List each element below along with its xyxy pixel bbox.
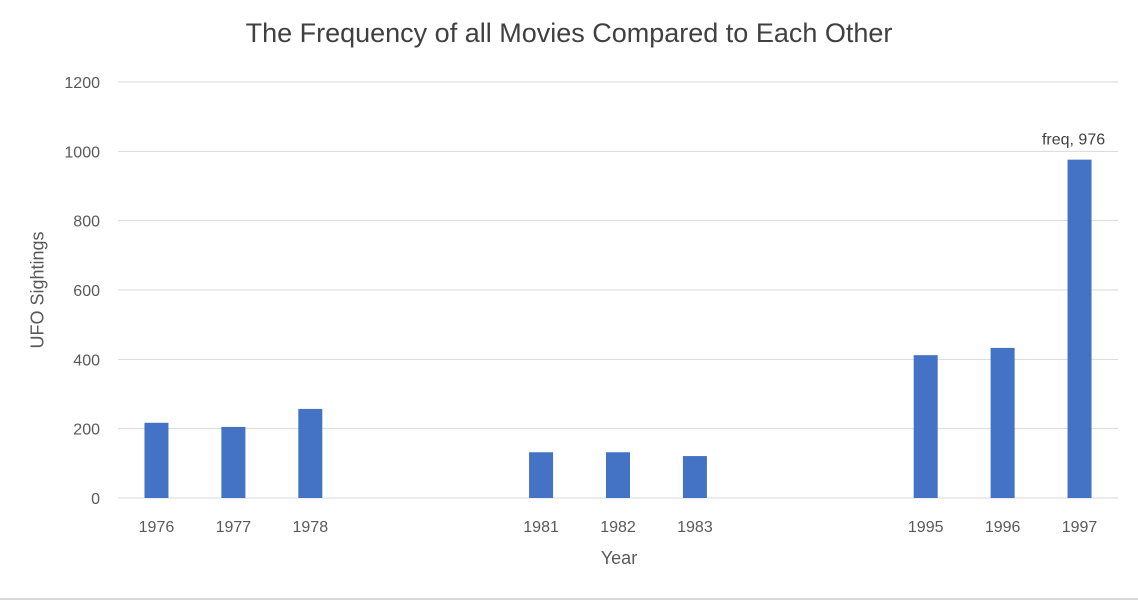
bar bbox=[529, 452, 554, 498]
bar bbox=[298, 408, 323, 498]
x-tick-label: 1977 bbox=[216, 519, 252, 536]
x-tick-label: 1981 bbox=[523, 519, 559, 536]
x-tick-label: 1997 bbox=[1062, 519, 1098, 536]
bar bbox=[606, 452, 630, 498]
chart-bottom-border bbox=[0, 598, 1138, 600]
chart-title: The Frequency of all Movies Compared to … bbox=[245, 18, 893, 48]
bar bbox=[913, 355, 938, 498]
x-tick-label: 1976 bbox=[139, 519, 175, 536]
y-tick-label: 800 bbox=[73, 214, 100, 231]
x-tick-label: 1983 bbox=[677, 519, 713, 536]
bar bbox=[990, 347, 1015, 498]
bar bbox=[144, 422, 169, 498]
bar bbox=[682, 456, 707, 498]
bar bbox=[221, 426, 246, 498]
y-axis-title: UFO Sightings bbox=[27, 231, 48, 349]
x-tick-label: 1978 bbox=[293, 519, 329, 536]
x-tick-label: 1996 bbox=[985, 519, 1021, 536]
y-tick-label: 1000 bbox=[64, 144, 100, 161]
y-tick-label: 0 bbox=[91, 491, 100, 508]
y-tick-label: 1200 bbox=[64, 75, 100, 92]
bar bbox=[1067, 159, 1092, 499]
data-label: freq, 976 bbox=[1042, 132, 1105, 149]
y-tick-label: 400 bbox=[73, 352, 100, 369]
y-tick-label: 200 bbox=[73, 422, 100, 439]
x-tick-label: 1982 bbox=[600, 519, 636, 536]
x-axis-title: Year bbox=[600, 548, 638, 568]
x-tick-label: 1995 bbox=[908, 519, 944, 536]
y-tick-label: 600 bbox=[73, 283, 100, 300]
